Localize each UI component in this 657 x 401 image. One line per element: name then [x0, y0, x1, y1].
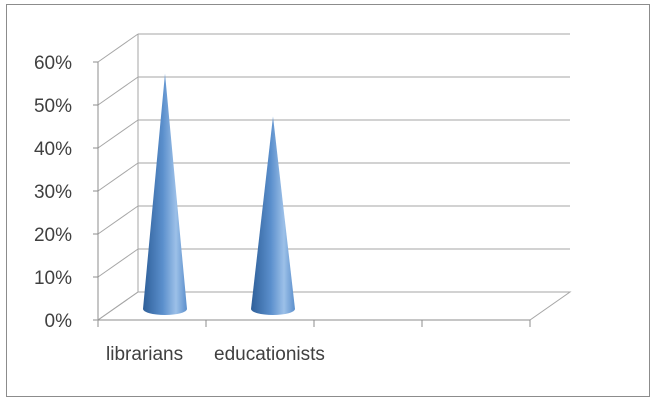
- y-tick-label: 0%: [45, 311, 73, 332]
- x-tick-label-educationists: educationists: [214, 344, 325, 365]
- y-tick-label: 20%: [34, 225, 72, 246]
- y-tick-label: 60%: [34, 53, 72, 74]
- y-tick-label: 10%: [34, 268, 72, 289]
- gridline-side: [97, 162, 139, 192]
- gridline-side: [97, 119, 139, 149]
- x-tick-label-librarians: librarians: [106, 344, 183, 365]
- gridline-side: [97, 33, 139, 63]
- chart-frame: [6, 4, 650, 397]
- y-tick-label: 50%: [34, 96, 72, 117]
- y-tick-label: 30%: [34, 182, 72, 203]
- y-tick-label: 40%: [34, 139, 72, 160]
- gridline-side: [97, 248, 139, 278]
- cone-body: [251, 116, 295, 315]
- cone-bar-librarians: [143, 73, 187, 315]
- cone-body: [143, 73, 187, 315]
- cone-bar-educationists: [251, 116, 295, 315]
- gridline-side: [97, 205, 139, 235]
- gridline-side: [97, 76, 139, 106]
